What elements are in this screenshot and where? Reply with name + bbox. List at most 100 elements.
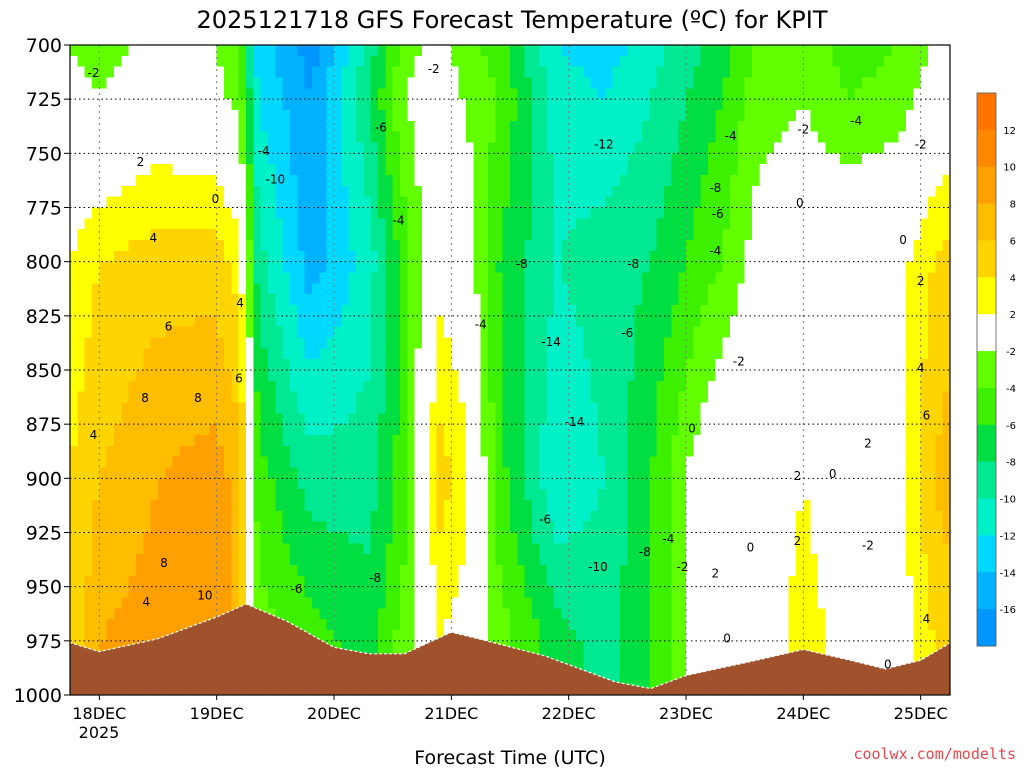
temperature-cell	[458, 478, 467, 490]
temperature-cell	[532, 391, 540, 404]
temperature-cell	[458, 185, 467, 198]
temperature-cell	[187, 142, 196, 154]
temperature-cell	[583, 66, 592, 79]
temperature-cell	[165, 131, 174, 144]
temperature-cell	[238, 294, 247, 306]
temperature-cell	[202, 272, 210, 284]
temperature-cell	[136, 402, 144, 414]
temperature-cell	[202, 185, 210, 198]
temperature-cell	[121, 110, 130, 122]
temperature-cell	[304, 250, 313, 263]
temperature-cell	[385, 131, 394, 144]
temperature-cell	[510, 489, 518, 501]
temperature-cell	[290, 294, 298, 306]
temperature-cell	[312, 554, 320, 566]
temperature-cell	[282, 348, 291, 360]
temperature-cell	[143, 510, 152, 523]
temperature-cell	[378, 586, 386, 599]
temperature-cell	[194, 359, 203, 371]
temperature-cell	[517, 630, 526, 642]
temperature-cell	[546, 467, 555, 479]
temperature-cell	[92, 120, 100, 133]
temperature-cell	[77, 120, 86, 133]
temperature-cell	[656, 402, 665, 414]
temperature-cell	[385, 619, 394, 631]
temperature-cell	[92, 315, 100, 328]
temperature-cell	[202, 521, 210, 534]
temperature-cell	[414, 250, 423, 263]
temperature-cell	[370, 435, 379, 447]
temperature-cell	[356, 326, 364, 339]
temperature-cell	[304, 435, 313, 447]
temperature-cell	[224, 424, 232, 436]
temperature-cell	[106, 597, 115, 609]
temperature-cell	[532, 500, 540, 512]
temperature-cell	[605, 500, 614, 512]
temperature-cell	[554, 164, 562, 176]
temperature-cell	[568, 608, 577, 620]
temperature-cell	[488, 500, 496, 512]
temperature-cell	[202, 554, 210, 566]
temperature-cell	[451, 597, 460, 609]
temperature-cell	[290, 510, 298, 523]
temperature-cell	[510, 456, 518, 469]
temperature-cell	[576, 229, 584, 241]
temperature-cell	[136, 370, 144, 382]
temperature-cell	[202, 131, 210, 144]
temperature-cell	[187, 196, 196, 209]
temperature-cell	[451, 456, 460, 469]
temperature-cell	[268, 207, 276, 219]
temperature-cell	[656, 142, 665, 154]
temperature-cell	[348, 521, 357, 534]
temperature-cell	[187, 391, 196, 404]
temperature-cell	[532, 207, 540, 219]
temperature-cell	[400, 196, 408, 209]
temperature-cell	[568, 467, 577, 479]
temperature-cell	[77, 554, 86, 566]
temperature-cell	[561, 456, 570, 469]
temperature-cell	[341, 445, 350, 458]
temperature-cell	[385, 305, 394, 317]
temperature-cell	[568, 565, 577, 577]
temperature-cell	[99, 272, 108, 284]
temperature-cell	[561, 110, 570, 122]
temperature-cell	[612, 337, 621, 349]
temperature-cell	[466, 445, 474, 458]
temperature-cell	[84, 370, 93, 382]
temperature-cell	[158, 185, 166, 198]
temperature-cell	[414, 164, 423, 176]
temperature-cell	[143, 543, 152, 555]
temperature-cell	[319, 240, 328, 252]
temperature-cell	[282, 467, 291, 479]
temperature-cell	[554, 424, 562, 436]
temperature-cell	[150, 261, 159, 274]
temperature-cell	[326, 348, 335, 360]
temperature-cell	[180, 467, 188, 479]
temperature-cell	[502, 207, 511, 219]
temperature-cell	[539, 640, 548, 653]
temperature-cell	[282, 359, 291, 371]
temperature-cell	[194, 380, 203, 393]
temperature-cell	[165, 55, 174, 68]
temperature-cell	[378, 380, 386, 393]
temperature-cell	[238, 445, 247, 458]
temperature-cell	[106, 532, 115, 544]
temperature-cell	[546, 380, 555, 393]
temperature-cell	[480, 175, 489, 187]
temperature-cell	[268, 229, 276, 241]
temperature-cell	[392, 142, 401, 154]
temperature-cell	[414, 261, 423, 274]
temperature-cell	[378, 532, 386, 544]
temperature-cell	[532, 45, 540, 57]
temperature-cell	[510, 66, 518, 79]
temperature-cell	[422, 337, 430, 349]
temperature-cell	[664, 521, 672, 534]
temperature-cell	[576, 608, 584, 620]
temperature-cell	[99, 207, 108, 219]
temperature-cell	[466, 45, 474, 57]
temperature-cell	[576, 478, 584, 490]
temperature-cell	[407, 305, 416, 317]
temperature-cell	[121, 424, 130, 436]
temperature-cell	[634, 586, 643, 599]
temperature-cell	[612, 543, 621, 555]
